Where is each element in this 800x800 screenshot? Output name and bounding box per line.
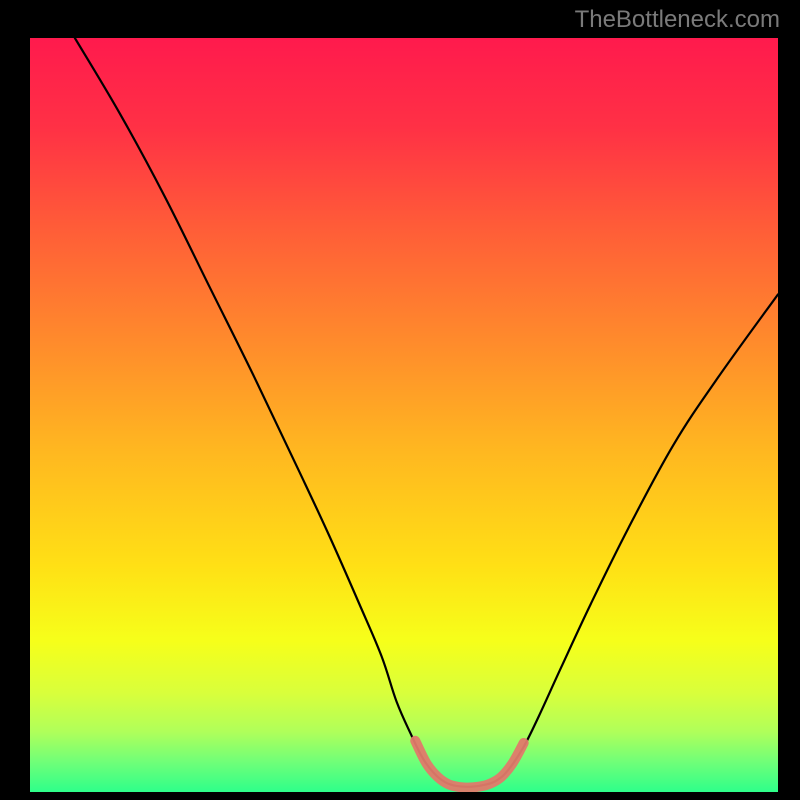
chart-stage: TheBottleneck.com bbox=[0, 0, 800, 800]
watermark-text: TheBottleneck.com bbox=[575, 6, 780, 34]
bottleneck-curve bbox=[75, 38, 778, 787]
plot-area bbox=[30, 38, 778, 792]
optimal-range-arc bbox=[415, 741, 523, 788]
curve-layer bbox=[30, 38, 778, 792]
